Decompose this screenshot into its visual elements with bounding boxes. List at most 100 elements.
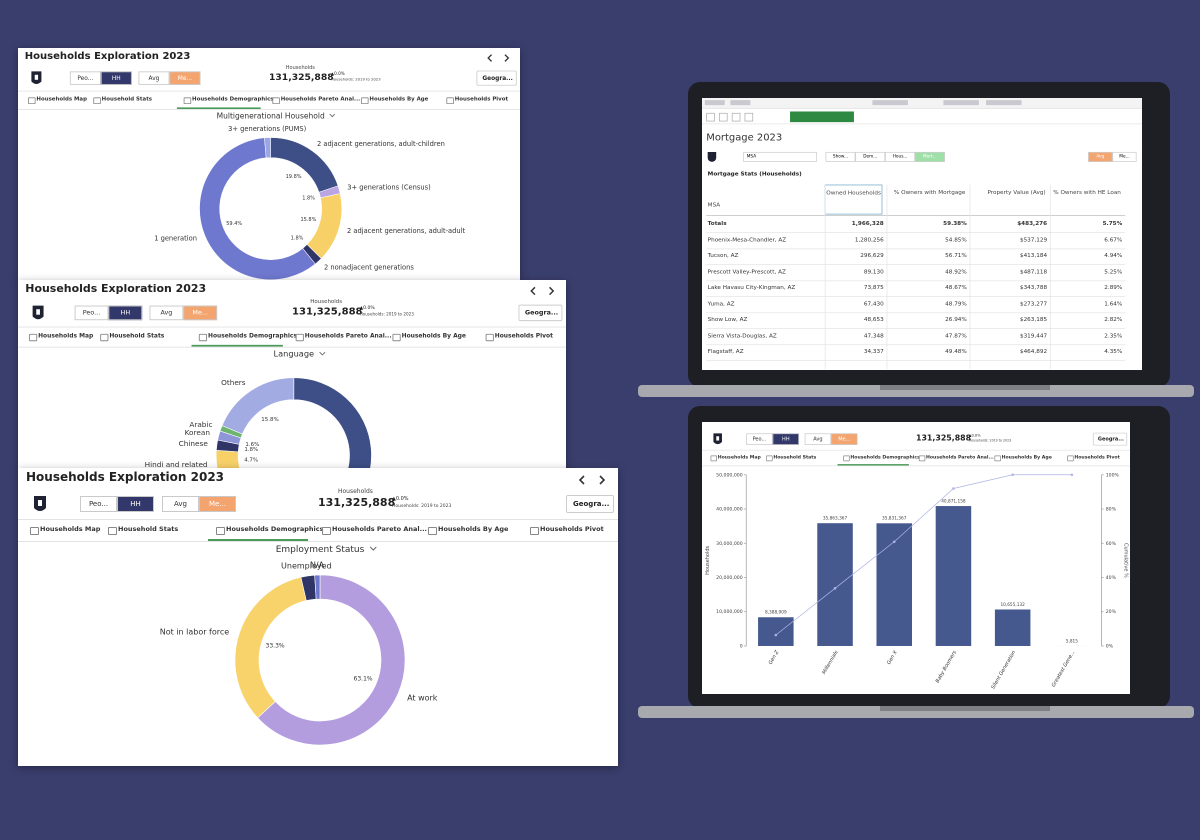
tab[interactable]: Households Pareto Anal...	[925, 454, 994, 460]
table-cell: 296,629	[860, 252, 884, 259]
table-cell: 26.94%	[945, 315, 967, 323]
tab[interactable]: Households Pivot	[1074, 454, 1120, 460]
toggle-button[interactable]: Avg	[804, 433, 832, 445]
toggle-button[interactable]: Avg	[1088, 151, 1113, 162]
tab[interactable]: Households Pivot	[540, 525, 604, 533]
dropdown[interactable]: Geogra...	[476, 70, 517, 86]
toggle-button[interactable]: HH	[117, 496, 154, 512]
table-cell: $273,277	[1019, 299, 1048, 307]
divider	[18, 541, 618, 542]
dashboard-card: Households Exploration 2023 Peo... HH Avg Me…	[18, 48, 520, 280]
category-label: 3+ generations (Census)	[347, 183, 431, 191]
cumulative-point	[892, 540, 896, 544]
toggle-button[interactable]: Hous...	[885, 151, 915, 162]
next-arrow	[549, 286, 555, 296]
bar	[876, 523, 913, 646]
mortgage-app: Mortgage 2023 MSA Show... Dem... Hous... Mort…	[702, 98, 1142, 370]
laptop-base	[638, 385, 1194, 397]
toggle-button[interactable]: Me...	[1112, 151, 1137, 162]
tab-icon	[272, 97, 280, 105]
tab-icon	[918, 455, 926, 462]
table-cell: 1,280,256	[854, 236, 884, 243]
tool-icon	[731, 112, 741, 122]
bar	[935, 506, 972, 646]
category-label: 1 generation	[154, 234, 197, 242]
table-cell: 47,348	[863, 331, 884, 339]
divider	[18, 519, 618, 520]
active-tab-underline	[191, 344, 283, 347]
tab[interactable]: Households By Age	[1001, 454, 1052, 460]
table-cell: 4.94%	[1104, 252, 1123, 259]
tab[interactable]: Households Pareto Anal...	[304, 332, 392, 340]
tab[interactable]: Households Pivot	[454, 95, 509, 103]
tab[interactable]: Household Stats	[773, 454, 817, 460]
tab[interactable]: Households Demographics	[226, 525, 324, 533]
toggle-button[interactable]: Me...	[183, 305, 218, 321]
toggle-button[interactable]: Peo...	[69, 71, 101, 85]
tab[interactable]: Households By Age	[401, 332, 466, 340]
kpi-delta: ▲0.0%	[359, 305, 375, 312]
toggle-button[interactable]: Avg	[162, 496, 199, 512]
table-cell: $537,129	[1019, 236, 1048, 243]
toggle-button[interactable]: Peo...	[746, 433, 773, 445]
toggle-button[interactable]: HH	[108, 305, 143, 321]
nav-arrows	[487, 54, 510, 62]
donut-segment	[264, 137, 271, 159]
table-cell: Tucson, AZ	[707, 252, 739, 259]
next-arrow	[504, 54, 510, 62]
column-header: % Owners with HE Loan	[1053, 188, 1121, 196]
tab[interactable]: Households Map	[38, 332, 94, 340]
selection-chip	[790, 111, 854, 123]
table-cell: 48.92%	[945, 268, 967, 275]
tab-icon	[530, 527, 539, 535]
toggle-button[interactable]: Me...	[169, 71, 201, 85]
toggle-button[interactable]: Show...	[825, 151, 856, 162]
divider	[18, 90, 520, 92]
cumulative-point	[1070, 473, 1074, 477]
y2-tick-label: 60%	[1106, 541, 1117, 547]
dropdown[interactable]: Geogra...	[566, 495, 614, 513]
table-cell: 1,966,328	[851, 220, 884, 227]
title-chevron	[369, 546, 377, 551]
tab[interactable]: Households Pareto Anal...	[280, 95, 361, 103]
tab[interactable]: Household Stats	[118, 525, 179, 533]
tab[interactable]: Households Pivot	[494, 332, 553, 340]
toggle-button[interactable]: Peo...	[80, 496, 117, 512]
toggle-button[interactable]: Avg	[138, 71, 170, 85]
toggle-button[interactable]: HH	[772, 433, 800, 445]
table-cell: 56.71%	[945, 252, 967, 259]
table-cell: 73,875	[863, 284, 884, 291]
tab[interactable]: Households Map	[40, 525, 101, 533]
toggle-button[interactable]: Dem...	[855, 151, 886, 162]
tab[interactable]: Households Map	[36, 95, 87, 103]
bar	[758, 617, 794, 646]
dropdown[interactable]: Geogra...	[1092, 432, 1128, 446]
tab[interactable]: Households Demographics	[850, 454, 920, 460]
toggle-button[interactable]: HH	[100, 71, 132, 85]
toggle-button[interactable]: Me...	[199, 496, 236, 512]
column-line	[1049, 184, 1051, 370]
y2-tick-label: 80%	[1106, 507, 1117, 513]
toggle-button[interactable]: Avg	[149, 305, 184, 321]
value-label: 10,655,132	[1000, 602, 1025, 608]
table-cell: 2.89%	[1104, 284, 1123, 291]
tab[interactable]: Households Demographics	[207, 332, 297, 340]
prev-arrow	[530, 286, 536, 296]
toolbar	[702, 109, 1142, 125]
dropdown[interactable]: Geogra...	[518, 304, 563, 322]
tab[interactable]: Household Stats	[101, 95, 153, 103]
toggle-button[interactable]: Me...	[831, 433, 858, 445]
tab[interactable]: Households Demographics	[192, 95, 274, 103]
value-label: 4.7%	[244, 458, 258, 464]
toggle-button[interactable]: Mort...	[915, 151, 945, 162]
tab[interactable]: Households Pareto Anal...	[332, 525, 428, 533]
tab[interactable]: Households By Age	[438, 525, 509, 533]
row-line	[706, 344, 1126, 345]
tab[interactable]: Household Stats	[109, 332, 165, 340]
tab[interactable]: Households By Age	[369, 95, 429, 103]
tab[interactable]: Households Map	[717, 454, 761, 460]
toggle-button[interactable]: Peo...	[74, 305, 109, 321]
dropdown[interactable]: MSA	[743, 151, 818, 162]
x-tick-label: Gen X	[886, 649, 899, 666]
